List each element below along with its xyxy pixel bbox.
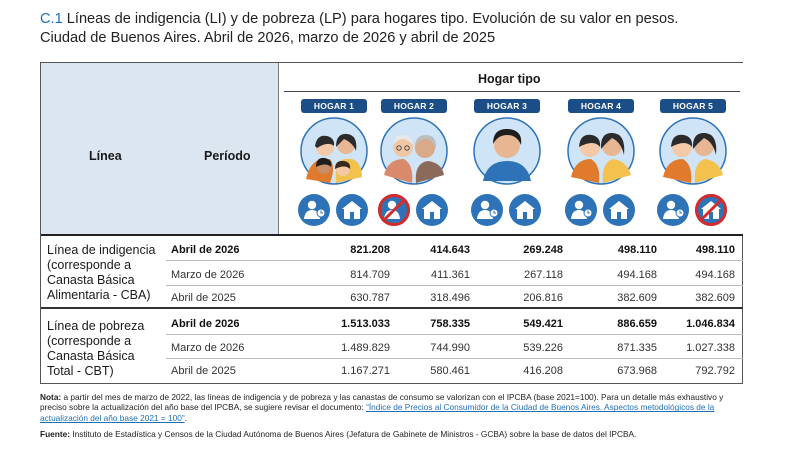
value-cell: 814.709 (350, 269, 390, 281)
house-icon (336, 194, 368, 226)
value-cell: 821.208 (350, 244, 390, 256)
table-source: Fuente: Instituto de Estadística y Censo… (40, 429, 750, 439)
house-icon (509, 194, 541, 226)
value-cell: 1.513.033 (341, 318, 390, 330)
header-linea: Línea (89, 149, 122, 163)
period-cell: Abril de 2026 (171, 244, 240, 256)
table-note: Nota: a partir del mes de marzo de 2022,… (40, 392, 750, 423)
value-cell: 411.361 (431, 269, 470, 281)
value-cell: 580.461 (430, 365, 470, 377)
hogar-1-label: HOGAR 1 (301, 99, 367, 113)
worker-icon (471, 194, 503, 226)
hogar-3-column: HOGAR 3 (467, 99, 547, 231)
hogar-4-column: HOGAR 4 (561, 99, 641, 231)
row-divider (166, 285, 743, 286)
couple-avatar-icon (659, 117, 727, 185)
single-adult-avatar-icon (473, 117, 541, 185)
header-left-cell (41, 63, 278, 234)
value-cell: 871.335 (617, 342, 657, 354)
value-cell: 673.968 (617, 365, 657, 377)
period-cell: Marzo de 2026 (171, 269, 245, 281)
house-icon (416, 194, 448, 226)
value-cell: 1.489.829 (341, 342, 390, 354)
worker-icon (298, 194, 330, 226)
value-cell: 539.226 (523, 342, 563, 354)
value-cell: 758.335 (430, 318, 470, 330)
value-cell: 269.248 (523, 244, 563, 256)
worker-crossed-icon (378, 194, 410, 226)
period-cell: Marzo de 2026 (171, 342, 245, 354)
note-text: a partir del mes de marzo de 2022, las l… (40, 392, 724, 413)
hogar-2-label: HOGAR 2 (381, 99, 447, 113)
data-table: Línea Período Hogar tipo HOGAR 1 (40, 62, 743, 384)
value-cell: 318.496 (430, 292, 470, 304)
source-label: Fuente: (40, 429, 70, 439)
house-icon (603, 194, 635, 226)
elderly-couple-avatar-icon (380, 117, 448, 185)
value-cell: 382.609 (617, 292, 657, 304)
value-cell: 494.168 (695, 269, 735, 281)
value-cell: 1.027.338 (686, 342, 735, 354)
header-hogar-tipo: Hogar tipo (478, 72, 541, 86)
value-cell: 630.787 (350, 292, 390, 304)
header-periodo: Período (204, 149, 251, 163)
hogar-5-column: HOGAR 5 (653, 99, 733, 231)
source-text: Instituto de Estadística y Censos de la … (69, 429, 637, 439)
header-bottom-rule (41, 234, 743, 236)
row-divider (166, 358, 743, 359)
value-cell: 416.208 (523, 365, 563, 377)
value-cell: 886.659 (617, 318, 657, 330)
row-divider (166, 260, 743, 261)
title-number: C.1 (40, 11, 63, 27)
hogar-4-label: HOGAR 4 (568, 99, 634, 113)
couple-avatar-icon (567, 117, 635, 185)
value-cell: 498.110 (695, 244, 735, 256)
title-line-2: Ciudad de Buenos Aires. Abril de 2026, m… (40, 30, 496, 46)
hogar-5-label: HOGAR 5 (660, 99, 726, 113)
value-cell: 744.990 (430, 342, 470, 354)
value-cell: 382.609 (695, 292, 735, 304)
value-cell: 414.643 (430, 244, 470, 256)
document-link[interactable]: “Índice de Precios al Consumidor de la C… (40, 402, 715, 423)
worker-icon (565, 194, 597, 226)
value-cell: 206.816 (523, 292, 563, 304)
chart-title: C.1 Líneas de indigencia (LI) y de pobre… (40, 10, 780, 48)
value-cell: 1.046.834 (686, 318, 735, 330)
note-end: . (184, 412, 187, 423)
value-cell: 498.110 (617, 244, 657, 256)
title-line-1: Líneas de indigencia (LI) y de pobreza (… (62, 11, 679, 27)
period-cell: Abril de 2025 (171, 292, 236, 304)
house-crossed-icon (695, 194, 727, 226)
value-cell: 792.792 (695, 365, 735, 377)
hogar-tipo-underline (284, 91, 740, 93)
group-divider (41, 307, 743, 309)
worker-icon (657, 194, 689, 226)
hogar-1-column: HOGAR 1 (294, 99, 374, 231)
period-cell: Abril de 2025 (171, 365, 236, 377)
value-cell: 267.118 (524, 269, 563, 281)
note-label: Nota: (40, 392, 62, 402)
value-cell: 549.421 (523, 318, 563, 330)
group-pobreza-name: Línea de pobreza (corresponde a Canasta … (47, 319, 145, 378)
header-divider (278, 63, 280, 234)
hogar-3-label: HOGAR 3 (474, 99, 540, 113)
group-indigencia-name: Línea de indigencia (corresponde a Canas… (47, 243, 156, 302)
value-cell: 494.168 (617, 269, 657, 281)
family-4-avatar-icon (300, 117, 368, 185)
row-divider (166, 334, 743, 335)
hogar-2-column: HOGAR 2 (374, 99, 454, 231)
value-cell: 1.167.271 (341, 365, 390, 377)
period-cell: Abril de 2026 (171, 318, 240, 330)
